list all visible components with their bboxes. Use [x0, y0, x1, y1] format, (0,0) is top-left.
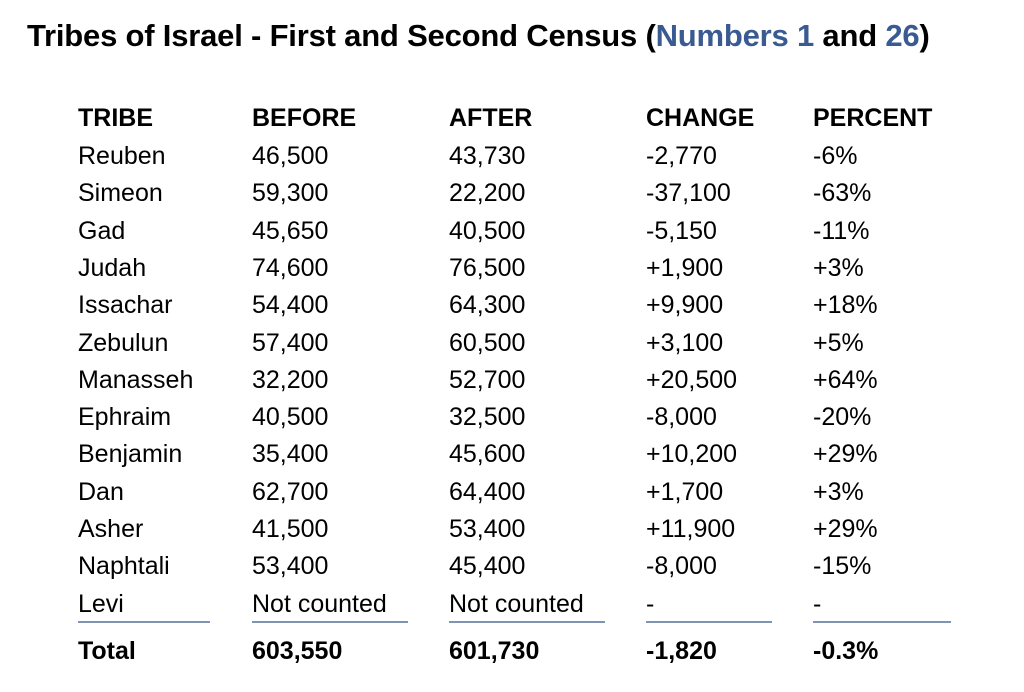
cell-percent: +3%	[813, 253, 864, 282]
cell-tribe: Ephraim	[78, 403, 172, 432]
cell-change: -8,000	[646, 552, 717, 581]
cell-before: 35,400	[252, 440, 329, 469]
cell-change: +11,900	[646, 515, 736, 543]
cell-before: 74,600	[252, 253, 329, 282]
cell-after: 45,400	[449, 552, 526, 581]
page-title: Tribes of Israel - First and Second Cens…	[27, 18, 930, 54]
cell-before: 45,650	[252, 216, 329, 245]
numbers-26-link[interactable]: 26	[885, 18, 920, 53]
cell-tribe: Judah	[78, 253, 147, 282]
cell-change: +1,900	[646, 253, 724, 282]
column-header-before: BEFORE	[252, 104, 357, 132]
cell-tribe: Issachar	[78, 291, 173, 320]
cell-before: 46,500	[252, 142, 329, 170]
cell-tribe: Asher	[78, 515, 144, 543]
cell-percent: +5%	[813, 328, 864, 357]
cell-change: +9,900	[646, 291, 724, 320]
column-header-tribe: TRIBE	[78, 104, 153, 132]
cell-percent: -20%	[813, 403, 872, 432]
cell-before: 59,300	[252, 179, 329, 208]
cell-after: 53,400	[449, 515, 526, 543]
cell-change: +20,500	[646, 365, 738, 394]
cell-tribe: Reuben	[78, 142, 166, 170]
cell-percent: -63%	[813, 179, 872, 208]
cell-change: -5,150	[646, 216, 717, 245]
cell-percent: +3%	[813, 477, 864, 506]
total-tribe: Total	[78, 637, 136, 665]
cell-change: +1,700	[646, 477, 724, 506]
total-divider	[813, 621, 951, 623]
column-header-change: CHANGE	[646, 104, 755, 132]
total-before: 603,550	[252, 637, 343, 665]
total-divider	[449, 621, 605, 623]
cell-after: 43,730	[449, 142, 526, 170]
cell-change: -37,100	[646, 179, 731, 208]
cell-before: 53,400	[252, 552, 329, 581]
cell-change: -	[646, 589, 655, 618]
cell-after: 45,600	[449, 440, 526, 469]
cell-percent: +64%	[813, 365, 878, 394]
title-prefix: Tribes of Israel - First and Second Cens…	[27, 18, 656, 53]
title-and: and	[814, 18, 886, 53]
cell-percent: -6%	[813, 142, 858, 170]
cell-after: 60,500	[449, 328, 526, 357]
cell-after: 40,500	[449, 216, 526, 245]
cell-tribe: Dan	[78, 477, 124, 506]
cell-tribe: Benjamin	[78, 440, 183, 469]
cell-tribe: Manasseh	[78, 365, 194, 394]
total-divider	[78, 621, 210, 623]
cell-after: Not counted	[449, 589, 584, 618]
cell-after: 64,300	[449, 291, 526, 320]
cell-before: 62,700	[252, 477, 329, 506]
cell-after: 64,400	[449, 477, 526, 506]
cell-before: 54,400	[252, 291, 329, 320]
cell-tribe: Simeon	[78, 179, 163, 208]
cell-before: Not counted	[252, 589, 387, 618]
numbers-1-link[interactable]: 1	[796, 18, 815, 53]
title-suffix: )	[919, 18, 930, 53]
cell-tribe: Naphtali	[78, 552, 170, 581]
cell-percent: -11%	[813, 216, 870, 245]
cell-before: 32,200	[252, 365, 329, 394]
cell-percent: -	[813, 589, 822, 618]
cell-before: 41,500	[252, 515, 329, 543]
column-header-after: AFTER	[449, 104, 533, 132]
cell-after: 76,500	[449, 253, 526, 282]
total-change: -1,820	[646, 637, 717, 665]
cell-change: +3,100	[646, 328, 724, 357]
numbers-link[interactable]: Numbers	[655, 18, 789, 53]
cell-tribe: Levi	[78, 589, 124, 618]
cell-before: 40,500	[252, 403, 329, 432]
column-header-percent: PERCENT	[813, 104, 933, 132]
total-divider	[646, 621, 772, 623]
total-divider	[252, 621, 408, 623]
cell-percent: +29%	[813, 515, 878, 543]
cell-after: 52,700	[449, 365, 526, 394]
total-percent: -0.3%	[813, 637, 879, 665]
cell-change: +10,200	[646, 440, 738, 469]
cell-change: -2,770	[646, 142, 717, 170]
cell-change: -8,000	[646, 403, 717, 432]
cell-percent: +29%	[813, 440, 878, 469]
cell-tribe: Zebulun	[78, 328, 169, 357]
total-after: 601,730	[449, 637, 540, 665]
cell-tribe: Gad	[78, 216, 126, 245]
cell-before: 57,400	[252, 328, 329, 357]
cell-percent: +18%	[813, 291, 878, 320]
cell-after: 32,500	[449, 403, 526, 432]
cell-after: 22,200	[449, 179, 526, 208]
cell-percent: -15%	[813, 552, 872, 581]
